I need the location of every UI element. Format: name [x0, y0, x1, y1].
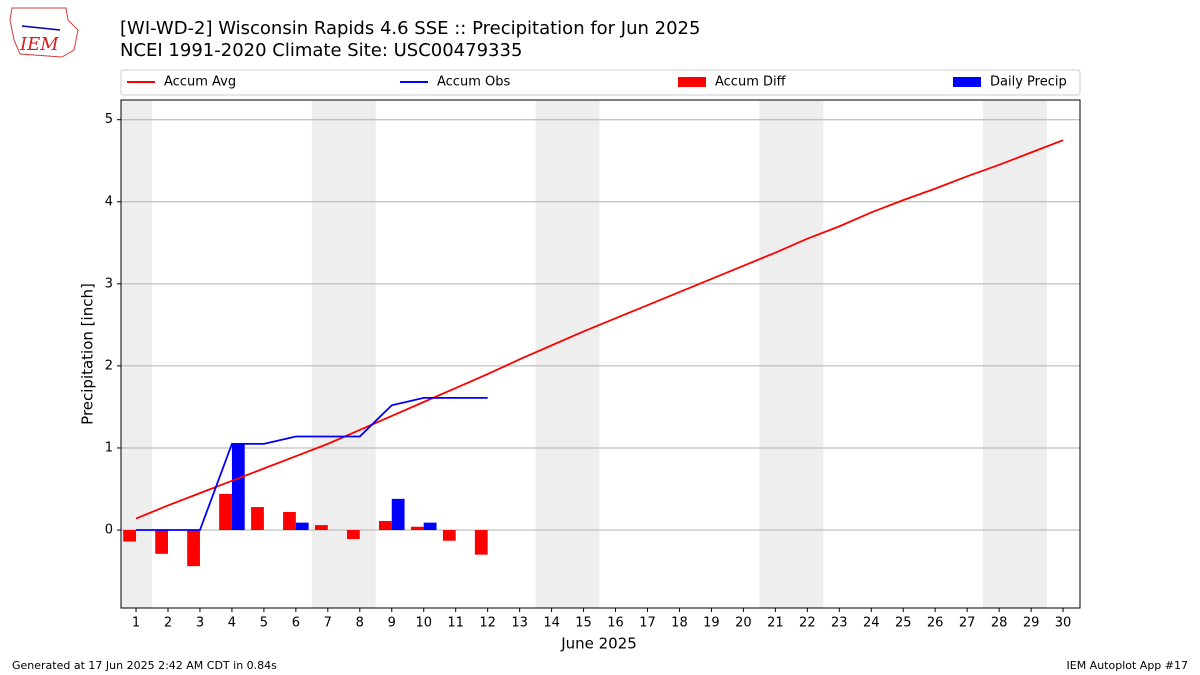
bar: [155, 530, 168, 554]
x-tick-label: 3: [196, 616, 204, 631]
x-tick-label: 4: [228, 616, 236, 631]
bar: [442, 530, 456, 541]
bar: [474, 530, 488, 555]
bar: [123, 530, 137, 542]
x-tick-label: 29: [1023, 616, 1040, 631]
y-tick-label: 5: [105, 112, 113, 127]
legend-label: Accum Avg: [164, 75, 236, 90]
y-tick-label: 2: [105, 358, 113, 373]
x-tick-label: 22: [799, 616, 816, 631]
x-tick-label: 9: [388, 616, 396, 631]
x-tick-label: 12: [479, 616, 496, 631]
weekend-shade: [311, 100, 376, 608]
x-tick-label: 14: [543, 616, 560, 631]
x-tick-label: 10: [415, 616, 432, 631]
x-tick-label: 16: [607, 616, 624, 631]
y-tick-label: 0: [105, 523, 113, 538]
y-tick-label: 3: [105, 276, 113, 291]
footer-right: IEM Autoplot App #17: [1067, 659, 1189, 672]
x-tick-label: 21: [767, 616, 784, 631]
chart-title: [WI-WD-2] Wisconsin Rapids 4.6 SSE :: Pr…: [120, 18, 700, 39]
y-axis-label: Precipitation [inch]: [79, 283, 97, 425]
x-tick-label: 8: [356, 616, 364, 631]
x-tick-label: 19: [703, 616, 720, 631]
line-series: [135, 139, 1064, 520]
x-tick-label: 13: [511, 616, 528, 631]
logo-line: [21, 25, 61, 31]
weekend-shade: [121, 100, 153, 608]
legend-label: Accum Diff: [715, 75, 787, 90]
line-series: [136, 397, 488, 531]
logo-text: IEM: [19, 34, 59, 55]
bar: [410, 526, 424, 531]
x-tick-label: 5: [260, 616, 268, 631]
legend-swatch: [678, 77, 706, 87]
y-tick-label: 1: [105, 440, 113, 455]
bar: [347, 530, 360, 540]
x-tick-label: 2: [164, 616, 172, 631]
legend-swatch: [953, 77, 981, 87]
bar: [295, 522, 309, 531]
bar: [391, 498, 405, 531]
bar: [423, 522, 437, 531]
logo: IEM: [9, 7, 79, 58]
x-tick-label: 15: [575, 616, 592, 631]
bar: [187, 530, 200, 567]
x-tick-label: 25: [895, 616, 912, 631]
x-tick-label: 23: [831, 616, 848, 631]
x-tick-label: 11: [447, 616, 464, 631]
bar: [219, 493, 232, 531]
bar: [231, 443, 245, 531]
weekend-shade: [983, 100, 1048, 608]
x-tick-label: 20: [735, 616, 752, 631]
x-tick-label: 30: [1055, 616, 1072, 631]
bar: [378, 521, 392, 531]
footer-left: Generated at 17 Jun 2025 2:42 AM CDT in …: [12, 659, 277, 672]
x-tick-label: 24: [863, 616, 880, 631]
x-tick-label: 18: [671, 616, 688, 631]
weekend-shade: [759, 100, 824, 608]
x-tick-label: 28: [991, 616, 1008, 631]
x-tick-label: 1: [132, 616, 140, 631]
plot-frame: [120, 99, 1081, 609]
legend-box: [120, 69, 1081, 96]
bar: [251, 507, 264, 531]
bar: [283, 511, 296, 531]
x-axis-label: June 2025: [560, 635, 637, 653]
x-tick-label: 7: [324, 616, 332, 631]
bar: [315, 525, 328, 531]
legend-label: Daily Precip: [990, 75, 1067, 90]
legend-label: Accum Obs: [437, 75, 510, 90]
logo-shape: [9, 7, 79, 58]
x-tick-label: 17: [639, 616, 656, 631]
x-tick-label: 6: [292, 616, 300, 631]
weekend-shade: [535, 100, 600, 608]
x-tick-label: 26: [927, 616, 944, 631]
chart-subtitle: NCEI 1991-2020 Climate Site: USC00479335: [120, 40, 522, 61]
y-tick-label: 4: [105, 194, 113, 209]
x-tick-label: 27: [959, 616, 976, 631]
